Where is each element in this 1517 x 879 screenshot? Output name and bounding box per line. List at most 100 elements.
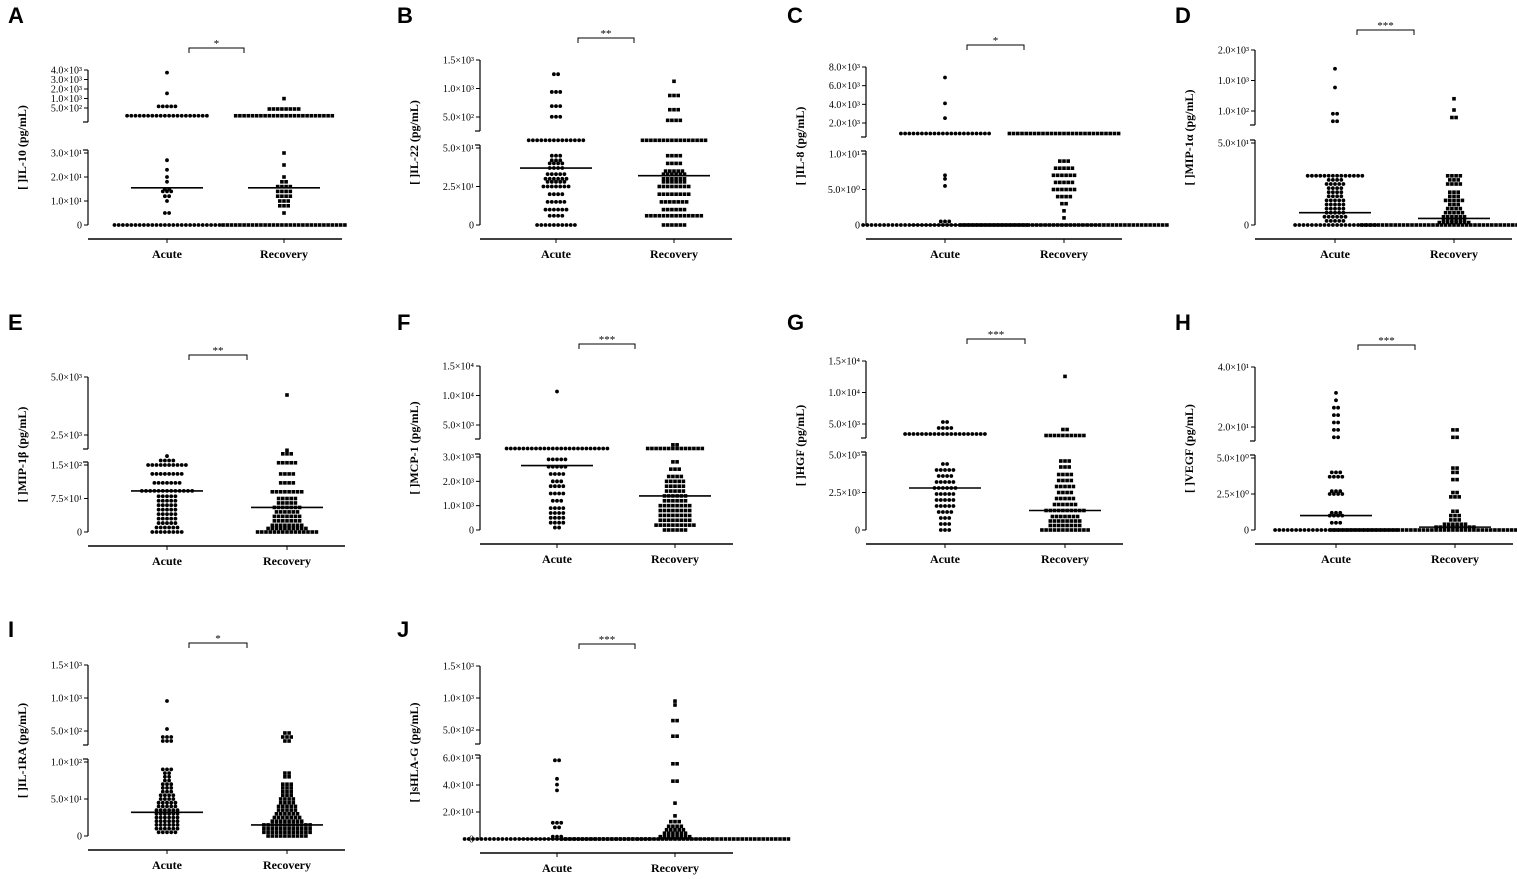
data-point	[285, 789, 289, 794]
data-point	[666, 834, 671, 839]
data-point	[154, 826, 159, 831]
data-point	[466, 837, 471, 841]
data-point	[154, 463, 159, 467]
data-point	[665, 177, 670, 181]
data-point	[1062, 131, 1066, 136]
data-point	[156, 830, 161, 835]
data-point	[1324, 219, 1329, 223]
data-point	[1446, 528, 1451, 532]
data-point	[666, 824, 671, 829]
data-point	[659, 200, 664, 204]
data-point	[171, 826, 176, 831]
data-point	[205, 113, 209, 118]
data-point	[1409, 528, 1413, 532]
data-point	[1065, 519, 1069, 523]
data-point	[556, 213, 560, 218]
data-point	[699, 213, 704, 218]
data-point	[125, 113, 129, 118]
data-point	[765, 837, 770, 841]
data-point	[291, 834, 296, 838]
y-tick-label: 4.0×10¹	[1218, 363, 1249, 374]
data-point	[1448, 210, 1452, 215]
data-point	[156, 494, 161, 499]
data-point	[146, 223, 151, 227]
data-point	[1077, 519, 1082, 523]
y-tick-label: 7.5×10¹	[51, 494, 82, 505]
data-point	[907, 131, 912, 136]
data-point	[171, 797, 176, 801]
data-point	[158, 826, 163, 831]
data-point	[715, 837, 719, 841]
data-point	[670, 177, 674, 181]
data-point	[274, 510, 279, 514]
data-point	[1063, 459, 1067, 463]
data-point	[1049, 131, 1054, 136]
data-point	[1452, 178, 1456, 182]
data-point	[262, 830, 266, 835]
data-point	[276, 501, 281, 505]
data-point	[539, 138, 544, 143]
data-point	[966, 131, 970, 136]
data-point	[299, 526, 304, 531]
data-point	[554, 172, 558, 177]
data-point	[1376, 223, 1381, 227]
data-point	[548, 491, 553, 496]
data-point	[276, 804, 281, 809]
data-point	[283, 510, 287, 514]
data-point	[664, 827, 669, 832]
data-point	[947, 498, 952, 502]
data-point	[543, 138, 548, 143]
data-point	[1337, 219, 1342, 223]
data-point	[1333, 219, 1337, 223]
data-point	[165, 480, 169, 485]
data-point	[1328, 182, 1333, 186]
data-point	[272, 514, 277, 519]
data-point	[1281, 528, 1286, 532]
data-point	[1459, 528, 1464, 532]
data-point	[301, 223, 305, 227]
data-point	[286, 199, 290, 203]
data-point	[674, 177, 678, 181]
data-point	[289, 735, 293, 739]
data-point	[673, 814, 677, 818]
data-point	[671, 474, 675, 479]
data-point	[543, 176, 548, 181]
data-point	[932, 131, 937, 136]
data-point	[661, 213, 666, 218]
data-point	[558, 114, 563, 119]
y-tick-label: 1.0×10³	[443, 84, 474, 95]
data-point	[1455, 470, 1459, 475]
data-point	[680, 200, 685, 204]
data-point	[526, 138, 531, 143]
data-point	[150, 463, 155, 467]
significance-bracket	[578, 643, 636, 649]
data-point	[941, 131, 945, 136]
data-point	[283, 775, 287, 779]
data-point	[281, 815, 285, 820]
data-point	[278, 797, 283, 801]
y-axis-label: [ ]IL-8 (pg/mL)	[793, 107, 807, 186]
data-point	[287, 800, 291, 805]
data-point	[1448, 198, 1452, 203]
data-point	[674, 213, 678, 218]
data-point	[748, 837, 753, 841]
data-point	[266, 526, 270, 531]
data-point	[285, 448, 289, 453]
x-tick-label: Recovery	[1430, 247, 1478, 261]
data-point	[666, 503, 671, 508]
data-point	[671, 528, 675, 532]
data-point	[1454, 182, 1458, 186]
data-point	[309, 113, 314, 118]
data-point	[1451, 509, 1455, 514]
data-point	[665, 138, 670, 143]
data-point	[175, 823, 180, 827]
data-point	[1434, 528, 1438, 532]
y-tick-label: 0	[469, 526, 474, 537]
data-point	[941, 432, 945, 436]
data-point	[670, 153, 674, 158]
y-axis-label: [ ]IL-22 (pg/mL)	[407, 100, 421, 185]
data-point	[673, 489, 677, 493]
data-point	[1367, 528, 1371, 532]
data-point	[200, 223, 205, 227]
data-point	[1061, 519, 1065, 523]
